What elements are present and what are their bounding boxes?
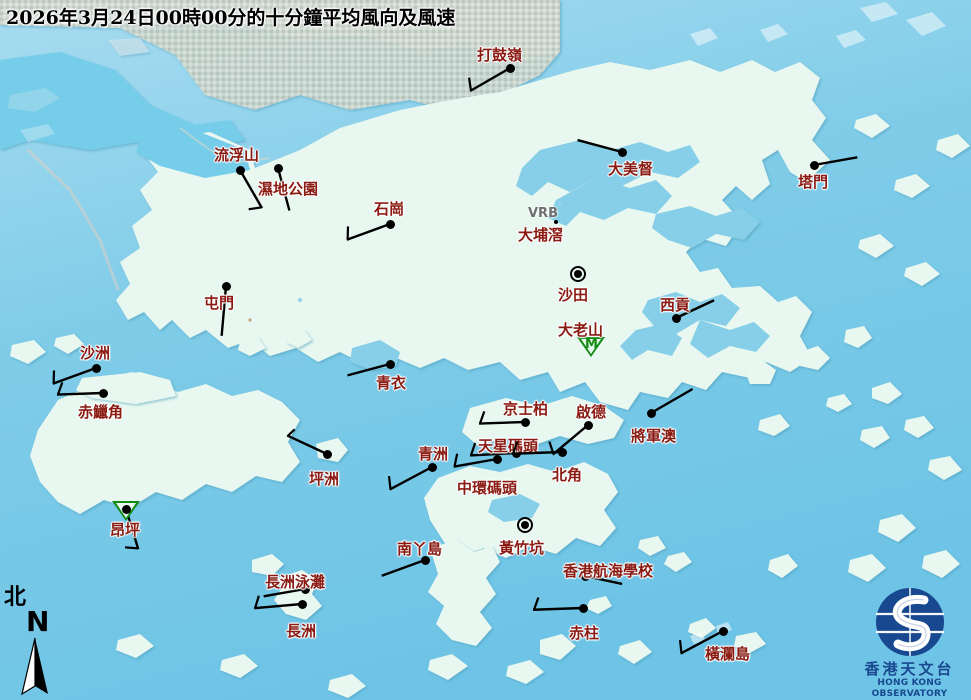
station-label: 流浮山 — [214, 146, 260, 164]
compass-rose: 北 N — [4, 586, 64, 698]
station-dot-icon — [505, 63, 515, 73]
station-dot-icon — [574, 270, 582, 278]
station-dot-icon — [98, 388, 108, 398]
station-label: 赤鱲角 — [78, 403, 124, 421]
station-dot-icon — [273, 163, 283, 173]
station-label: 打鼓嶺 — [477, 46, 523, 64]
mainland-river — [26, 148, 120, 291]
station-label: 中環碼頭 — [457, 479, 518, 497]
station-label: 橫瀾島 — [705, 645, 751, 663]
calm-wind-icon — [517, 517, 533, 533]
station-dot-icon — [427, 462, 437, 472]
station-dot-icon — [578, 603, 588, 613]
station-dot-icon — [646, 408, 656, 418]
station-dot-icon — [521, 521, 529, 529]
station-label: 南丫島 — [397, 540, 443, 558]
station-label: 香港航海學校 — [563, 562, 654, 580]
station-dot-icon — [221, 281, 231, 291]
station-label: 長洲 — [286, 622, 317, 640]
station-label: 將軍澳 — [631, 427, 677, 445]
variable-wind-label: VRB — [528, 206, 558, 221]
station-dot-icon — [322, 449, 332, 459]
triangle-inner-icon — [581, 339, 601, 354]
mountain-marker-letter: M — [585, 337, 598, 352]
station-dot-icon — [91, 363, 101, 373]
station-label: 赤柱 — [569, 624, 600, 642]
station-dot-icon — [385, 359, 395, 369]
station-label: 青衣 — [376, 374, 407, 392]
station-label: 西貢 — [660, 296, 691, 314]
station-label: 京士柏 — [503, 400, 549, 418]
station-dot-icon — [297, 599, 307, 609]
station-label: 屯門 — [204, 294, 235, 312]
hko-logo: 香港天文台 HONG KONG OBSERVATORY — [852, 586, 967, 699]
station-label: 大埔滘 — [518, 226, 564, 244]
station-dot-icon — [718, 626, 728, 636]
station-label: 啟德 — [576, 403, 607, 421]
hko-emblem-icon — [875, 588, 944, 656]
station-label: 沙洲 — [80, 344, 111, 362]
station-dot-icon — [554, 220, 558, 224]
station-dot-icon — [420, 555, 430, 565]
lamma-island — [428, 540, 500, 646]
logo-text-en: HONG KONG OBSERVATORY — [871, 678, 948, 699]
mainland-road — [179, 127, 271, 164]
station-label: 昂坪 — [110, 521, 141, 539]
station-dot-icon — [300, 584, 310, 594]
station-label: 坪洲 — [309, 470, 340, 488]
station-dot-icon — [617, 147, 627, 157]
station-label: 大老山 — [558, 321, 604, 339]
station-dot-icon — [492, 454, 502, 464]
new-territories-landmass — [116, 60, 830, 410]
station-label: 天星碼頭 — [478, 437, 539, 455]
sea-texture — [690, 2, 946, 644]
station-dot-icon — [520, 417, 530, 427]
page-title: 2026年3月24日00時00分的十分鐘平均風向及風速 — [6, 7, 456, 29]
station-label: 沙田 — [558, 286, 589, 304]
compass-label-cn: 北 — [4, 584, 27, 610]
compass-needle-icon — [21, 637, 48, 696]
station-label: 濕地公園 — [258, 180, 319, 198]
station-label: 青洲 — [418, 445, 449, 463]
hong-kong-island — [424, 462, 618, 558]
station-label: 塔門 — [798, 173, 829, 191]
station-dot-icon — [235, 165, 245, 175]
outlying-islands — [10, 114, 970, 698]
station-dot-icon — [385, 219, 395, 229]
station-dot-icon — [121, 504, 131, 514]
calm-wind-icon — [570, 266, 586, 282]
station-label: 長洲泳灘 — [265, 573, 326, 591]
station-dot-icon — [809, 160, 819, 170]
compass-label-en: N — [26, 605, 50, 638]
station-dot-icon — [557, 447, 567, 457]
station-dot-icon — [580, 571, 590, 581]
station-label: 大美督 — [608, 160, 654, 178]
station-label: 北角 — [552, 466, 583, 484]
station-dot-icon — [583, 420, 593, 430]
station-label: 石崗 — [374, 200, 405, 218]
mainland-satellite-area — [0, 0, 560, 150]
station-dot-icon — [671, 313, 681, 323]
logo-text-cn: 香港天文台 — [864, 660, 955, 678]
station-label: 黃竹坑 — [499, 539, 545, 557]
